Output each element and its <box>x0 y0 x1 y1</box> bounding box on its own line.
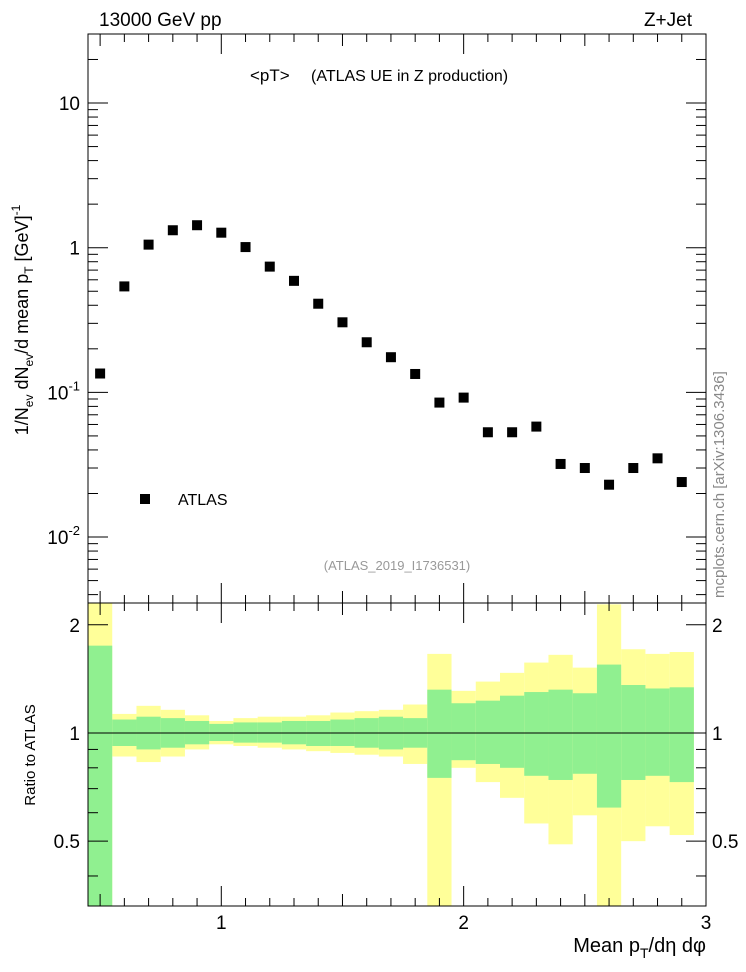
ratio-band-stat <box>88 645 113 906</box>
data-point <box>337 317 348 328</box>
y-tick-label: 10-2 <box>47 523 80 549</box>
data-point <box>240 242 251 253</box>
data-point <box>628 463 639 474</box>
data-point <box>652 453 663 464</box>
ratio-y-tick-label-right: 1 <box>712 724 723 745</box>
ratio-bands <box>88 603 694 906</box>
main-plot-frame <box>87 33 707 604</box>
ratio-y-tick-label-right: 2 <box>712 616 723 637</box>
ratio-band-stat <box>524 692 549 776</box>
y-tick-label: 10 <box>59 94 80 115</box>
data-point <box>434 397 445 408</box>
main-plot-panel: 10 1 10-1 10-2 <pT> (ATLAS UE in Z producti… <box>9 33 707 604</box>
legend-label-atlas: ATLAS <box>178 492 228 509</box>
ratio-band-stat <box>645 688 670 776</box>
data-point <box>507 427 518 438</box>
ratio-y-tick-label-right: 0.5 <box>712 832 738 853</box>
data-point <box>143 239 154 250</box>
data-point <box>361 337 372 348</box>
mcplots-side-label: mcplots.cern.ch [arXiv:1306.3436] <box>711 371 728 598</box>
ratio-band-stat <box>427 689 452 778</box>
data-point <box>167 225 178 236</box>
data-point <box>531 421 542 432</box>
plot-subtitle: (ATLAS UE in Z production) <box>311 68 508 85</box>
y-tick-label: 1 <box>69 239 80 260</box>
x-axis-label: Mean pT/dη dφ <box>573 935 706 961</box>
x-tick-labels: 1 2 3 <box>216 913 711 934</box>
data-point <box>385 352 396 363</box>
data-point <box>458 392 469 403</box>
main-axis-ticks <box>88 33 707 603</box>
data-point <box>119 281 130 292</box>
ratio-plot-panel: 0.5 0.5 1 1 2 2 1 2 3 Ratio to ATLAS Mean pT/dη… <box>22 602 739 961</box>
data-point <box>676 477 687 488</box>
legend-marker <box>140 494 150 504</box>
x-tick-label: 3 <box>701 913 712 934</box>
data-point <box>555 458 566 469</box>
data-point <box>410 368 421 379</box>
ratio-band-stat <box>548 689 573 780</box>
atlas-data-points <box>95 220 687 490</box>
data-point <box>216 227 227 238</box>
analysis-tag: (ATLAS_2019_I1736531) <box>324 558 470 573</box>
data-point <box>579 463 590 474</box>
data-point <box>95 368 106 379</box>
ratio-band-stat <box>306 720 331 746</box>
data-point <box>289 275 299 286</box>
ratio-band-stat <box>500 695 525 768</box>
ratio-y-tick-label: 0.5 <box>54 832 80 853</box>
y-axis-label: 1/Nev dNev/d mean pT [GeV]-1 <box>9 204 36 435</box>
ratio-band-stat <box>209 723 234 741</box>
x-tick-label: 2 <box>458 913 469 934</box>
ratio-plot-frame <box>87 602 707 907</box>
data-point <box>192 220 203 231</box>
legend: ATLAS <box>140 492 228 509</box>
ratio-band-stat <box>572 693 597 774</box>
ratio-y-tick-label: 2 <box>69 616 80 637</box>
data-point <box>264 261 275 272</box>
data-point <box>482 427 493 438</box>
data-point <box>604 479 615 490</box>
ratio-axis-ticks <box>88 603 707 906</box>
header-right: Z+Jet <box>644 10 693 31</box>
header-left: 13000 GeV pp <box>99 10 222 31</box>
main-y-tick-labels: 10 1 10-1 10-2 <box>47 94 80 549</box>
ratio-y-tick-labels: 0.5 0.5 1 1 2 2 <box>54 616 739 853</box>
ratio-y-axis-label: Ratio to ATLAS <box>22 704 39 805</box>
data-point <box>313 298 324 309</box>
ratio-band-stat <box>596 664 622 808</box>
ratio-band-stat <box>475 700 500 764</box>
x-tick-label: 1 <box>216 913 227 934</box>
y-tick-label: 10-1 <box>47 378 80 404</box>
ratio-y-tick-label: 1 <box>69 724 80 745</box>
ratio-band-stat <box>669 687 694 783</box>
ratio-band-stat <box>451 703 476 761</box>
plot-title: <pT> <box>250 66 290 85</box>
